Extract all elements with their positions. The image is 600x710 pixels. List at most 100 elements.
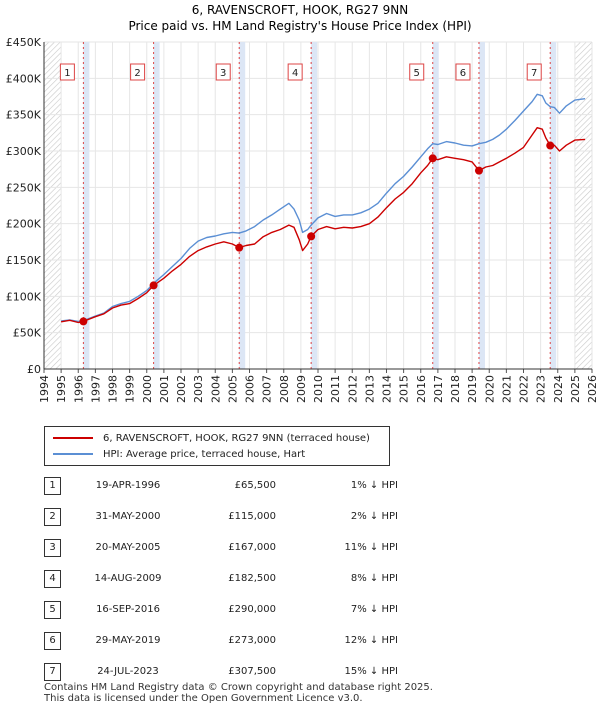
sale-number-label-box [409, 63, 425, 81]
x-tick-label: 2020 [483, 375, 496, 403]
sale-number-label-box [455, 63, 471, 81]
x-tick-label: 1999 [124, 375, 137, 403]
sale-number-box: 6 [44, 631, 61, 650]
x-tick-label: 2013 [363, 375, 376, 403]
sale-band [153, 42, 160, 369]
x-tick-label: 2024 [552, 375, 565, 403]
sale-hpi-diff: 7% ↓ HPI [350, 604, 398, 615]
y-tick-label: £200K [6, 218, 42, 231]
x-tick-label: 2008 [278, 375, 291, 403]
table-row: 3 20-MAY-2005 £167,000 11% ↓ HPI [44, 532, 402, 563]
y-tick-label: £250K [6, 181, 42, 194]
x-tick-label: 1994 [38, 375, 51, 403]
table-row: 2 31-MAY-2000 £115,000 2% ↓ HPI [44, 501, 402, 532]
x-tick-label: 2019 [466, 375, 479, 403]
y-tick-label: £300K [6, 145, 42, 158]
x-tick-label: 1997 [89, 375, 102, 403]
sale-marker [428, 154, 437, 163]
sale-number-box: 3 [44, 538, 61, 557]
sale-number-label: 2 [134, 68, 140, 79]
sales-table: 1 19-APR-1996 £65,500 1% ↓ HPI 2 31-MAY-… [44, 470, 402, 687]
sale-number-label-box [59, 63, 75, 81]
legend-hpi-swatch [53, 453, 93, 455]
sale-price: £273,000 [228, 635, 276, 646]
sale-band [311, 42, 318, 369]
hatch-before-data [44, 42, 62, 369]
x-tick-label: 2000 [141, 375, 154, 403]
property-price-line [60, 127, 586, 324]
y-tick-label: £400K [6, 72, 42, 85]
chart-title-line1: 6, RAVENSCROFT, HOOK, RG27 9NN [192, 3, 408, 17]
sale-number-box: 1 [44, 476, 61, 495]
table-row: 6 29-MAY-2019 £273,000 12% ↓ HPI [44, 625, 402, 656]
sale-hpi-diff: 1% ↓ HPI [350, 480, 398, 491]
x-tick-label: 2004 [209, 375, 222, 403]
x-tick-label: 2018 [449, 375, 462, 403]
price-chart: 6, RAVENSCROFT, HOOK, RG27 9NN Price pai… [6, 3, 599, 403]
sale-number-box: 5 [44, 600, 61, 619]
sale-number-box: 2 [44, 507, 61, 526]
x-tick-label: 2021 [500, 375, 513, 403]
x-tick-label: 1996 [72, 375, 85, 403]
sale-hpi-diff: 15% ↓ HPI [344, 666, 398, 677]
y-tick-label: £50K [13, 327, 42, 340]
x-tick-label: 1998 [107, 375, 120, 403]
x-tick-label: 2015 [398, 375, 411, 403]
sale-marker [235, 243, 244, 252]
sale-date: 29-MAY-2019 [95, 635, 161, 646]
x-tick-label: 2025 [569, 375, 582, 403]
sale-price: £290,000 [228, 604, 276, 615]
sale-band [478, 42, 485, 369]
table-row: 4 14-AUG-2009 £182,500 8% ↓ HPI [44, 563, 402, 594]
x-tick-label: 2009 [295, 375, 308, 403]
x-tick-label: 2022 [518, 375, 531, 403]
hatch-after-data [574, 42, 592, 369]
sale-date: 16-SEP-2016 [96, 604, 160, 615]
x-tick-label: 2002 [175, 375, 188, 403]
x-tick-label: 2003 [192, 375, 205, 403]
sale-marker [546, 141, 555, 150]
x-tick-label: 2017 [432, 375, 445, 403]
table-row: 1 19-APR-1996 £65,500 1% ↓ HPI [44, 470, 402, 501]
sale-number-box: 4 [44, 569, 61, 588]
y-tick-label: £100K [6, 290, 42, 303]
sale-hpi-diff: 12% ↓ HPI [344, 635, 398, 646]
sale-number-label: 6 [460, 68, 466, 79]
x-tick-label: 2006 [244, 375, 257, 403]
x-tick-label: 2011 [329, 375, 342, 403]
sale-number-box: 7 [44, 662, 61, 681]
x-tick-label: 2010 [312, 375, 325, 403]
sale-price: £65,500 [234, 480, 276, 491]
y-tick-label: £450K [6, 36, 42, 49]
sale-price: £307,500 [228, 666, 276, 677]
sale-date: 31-MAY-2000 [95, 511, 161, 522]
legend-property-label: 6, RAVENSCROFT, HOOK, RG27 9NN (terraced… [103, 432, 370, 444]
table-row: 5 16-SEP-2016 £290,000 7% ↓ HPI [44, 594, 402, 625]
x-tick-label: 2001 [158, 375, 171, 403]
x-tick-label: 1995 [55, 375, 68, 403]
sale-band [239, 42, 246, 369]
sale-number-label-box [526, 63, 542, 81]
sale-hpi-diff: 2% ↓ HPI [350, 511, 398, 522]
sale-number-label: 1 [64, 68, 70, 79]
sale-date: 14-AUG-2009 [94, 573, 162, 584]
y-tick-label: £0 [27, 363, 41, 376]
legend-hpi-label: HPI: Average price, terraced house, Hart [103, 448, 306, 460]
sale-number-label: 7 [531, 68, 537, 79]
chart-legend: 6, RAVENSCROFT, HOOK, RG27 9NN (terraced… [44, 426, 390, 466]
sale-number-label-box [287, 63, 303, 81]
sale-number-label-box [215, 63, 231, 81]
footer-line-2: This data is licensed under the Open Gov… [44, 693, 363, 704]
y-tick-label: £350K [6, 109, 42, 122]
x-tick-label: 2007 [261, 375, 274, 403]
sale-marker [307, 232, 316, 241]
sale-band [432, 42, 439, 369]
sale-band [550, 42, 557, 369]
x-tick-label: 2012 [346, 375, 359, 403]
legend-item-property: 6, RAVENSCROFT, HOOK, RG27 9NN (terraced… [53, 431, 370, 445]
hpi-line [61, 93, 586, 323]
sale-date: 19-APR-1996 [95, 480, 161, 491]
x-tick-label: 2005 [226, 375, 239, 403]
x-tick-label: 2026 [586, 375, 599, 403]
sale-number-label: 3 [220, 68, 226, 79]
